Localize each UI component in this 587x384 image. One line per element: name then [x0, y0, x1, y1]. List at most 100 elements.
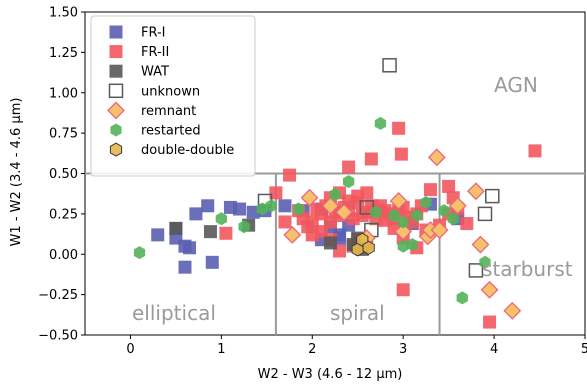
point-fr-i: [246, 205, 260, 219]
point-fr-ii: [283, 168, 297, 182]
point-fr-ii: [483, 315, 497, 329]
legend-marker-fr-i: [109, 25, 123, 39]
point-restarted: [388, 209, 400, 222]
legend-box: [90, 15, 256, 177]
y-tick-label: 0.75: [49, 127, 78, 142]
legend-label-fr-ii: FR-II: [141, 45, 169, 60]
point-fr-i: [183, 241, 197, 255]
y-tick-label: 1.50: [49, 6, 78, 21]
legend-label-unknown: unknown: [141, 84, 200, 99]
point-wat: [323, 236, 337, 250]
point-unknown: [382, 58, 397, 73]
region-label-starburst: starburst: [482, 257, 573, 281]
x-tick-label: 2: [308, 342, 316, 357]
legend-label-fr-i: FR-I: [141, 26, 166, 41]
point-restarted: [215, 212, 227, 226]
region-label-agn: AGN: [494, 73, 538, 97]
point-restarted: [406, 238, 418, 252]
x-axis-label: W2 - W3 (4.6 - 12 μm): [258, 367, 403, 382]
region-label-spiral: spiral: [330, 301, 385, 325]
point-restarted: [238, 220, 250, 234]
point-restarted: [133, 246, 146, 260]
point-restarted: [456, 291, 468, 305]
point-remnant: [321, 196, 340, 215]
point-unknown: [477, 206, 493, 222]
point-unknown: [485, 188, 500, 204]
legend-marker-wat: [109, 64, 123, 78]
y-tick-label: 1.00: [49, 86, 78, 101]
point-remnant: [503, 301, 522, 320]
point-fr-i: [205, 255, 219, 269]
legend-marker-fr-ii: [109, 45, 123, 59]
x-tick-label: 1: [217, 342, 225, 357]
point-fr-ii: [278, 215, 292, 229]
point-remnant: [466, 182, 485, 201]
point-restarted: [479, 255, 491, 269]
point-remnant: [394, 222, 413, 241]
y-tick-label: 0.50: [49, 167, 78, 182]
point-fr-ii: [394, 147, 408, 161]
legend-label-wat: WAT: [141, 65, 169, 80]
point-fr-ii: [528, 144, 542, 158]
point-fr-ii: [442, 179, 456, 193]
point-restarted: [256, 202, 268, 216]
point-restarted: [397, 215, 409, 229]
y-axis-ticks: −0.50 −0.25 0.00 0.25 0.50 0.75 1.00 1.25 1.50: [38, 6, 85, 344]
point-unknown: [468, 263, 484, 278]
legend: FR-I FR-II WAT unknown remnant restarted doubl…: [90, 15, 256, 177]
point-remnant: [335, 203, 354, 222]
x-tick-label: 0: [126, 342, 134, 357]
point-fr-ii: [460, 217, 474, 231]
legend-items: FR-I FR-II WAT unknown remnant restarted doubl…: [107, 25, 234, 158]
point-fr-i: [278, 199, 292, 213]
point-restarted: [293, 202, 305, 216]
legend-label-remnant: remnant: [141, 104, 196, 119]
point-restarted: [374, 116, 387, 130]
point-fr-ii: [342, 160, 356, 174]
y-tick-label: 1.25: [49, 46, 78, 61]
point-restarted: [411, 209, 423, 222]
y-tick-label: −0.25: [38, 288, 78, 303]
point-fr-ii: [396, 283, 410, 297]
point-fr-ii: [219, 226, 233, 240]
point-restarted: [447, 212, 459, 226]
point-restarted: [420, 196, 432, 210]
point-remnant: [448, 196, 467, 215]
point-fr-i: [189, 207, 203, 221]
point-remnant: [389, 192, 408, 210]
point-remnant: [430, 221, 449, 239]
y-axis-label: W1 - W2 (3.4 - 4.6 μm): [9, 98, 24, 247]
point-fr-ii: [269, 186, 283, 200]
legend-label-double-double: double-double: [141, 143, 234, 158]
point-restarted: [343, 175, 355, 189]
point-wat: [169, 221, 183, 235]
point-remnant: [283, 225, 302, 244]
point-fr-ii: [392, 121, 406, 135]
x-tick-label: 3: [399, 342, 407, 357]
point-restarted: [329, 188, 341, 201]
point-fr-i: [201, 199, 215, 213]
data-points: [133, 58, 542, 329]
x-axis-ticks: 0 1 2 3 4 5: [126, 335, 587, 357]
legend-marker-restarted: [110, 123, 122, 137]
legend-marker-unknown: [108, 83, 124, 99]
point-remnant: [471, 235, 490, 254]
point-wat: [203, 225, 217, 239]
point-double-double: [362, 240, 375, 255]
x-tick-label: 5: [581, 342, 587, 357]
legend-label-restarted: restarted: [141, 124, 201, 139]
point-fr-ii: [360, 186, 374, 200]
point-remnant: [427, 148, 446, 167]
x-tick-label: 4: [490, 342, 498, 357]
point-restarted: [370, 205, 382, 219]
region-label-elliptical: elliptical: [132, 301, 216, 325]
legend-marker-remnant: [107, 101, 125, 120]
point-restarted: [438, 204, 450, 218]
point-restarted: [265, 199, 277, 213]
y-tick-label: −0.50: [38, 329, 78, 344]
point-restarted: [397, 239, 409, 253]
point-fr-i: [233, 202, 247, 216]
y-tick-label: 0.25: [49, 207, 78, 222]
point-fr-i: [178, 260, 192, 274]
